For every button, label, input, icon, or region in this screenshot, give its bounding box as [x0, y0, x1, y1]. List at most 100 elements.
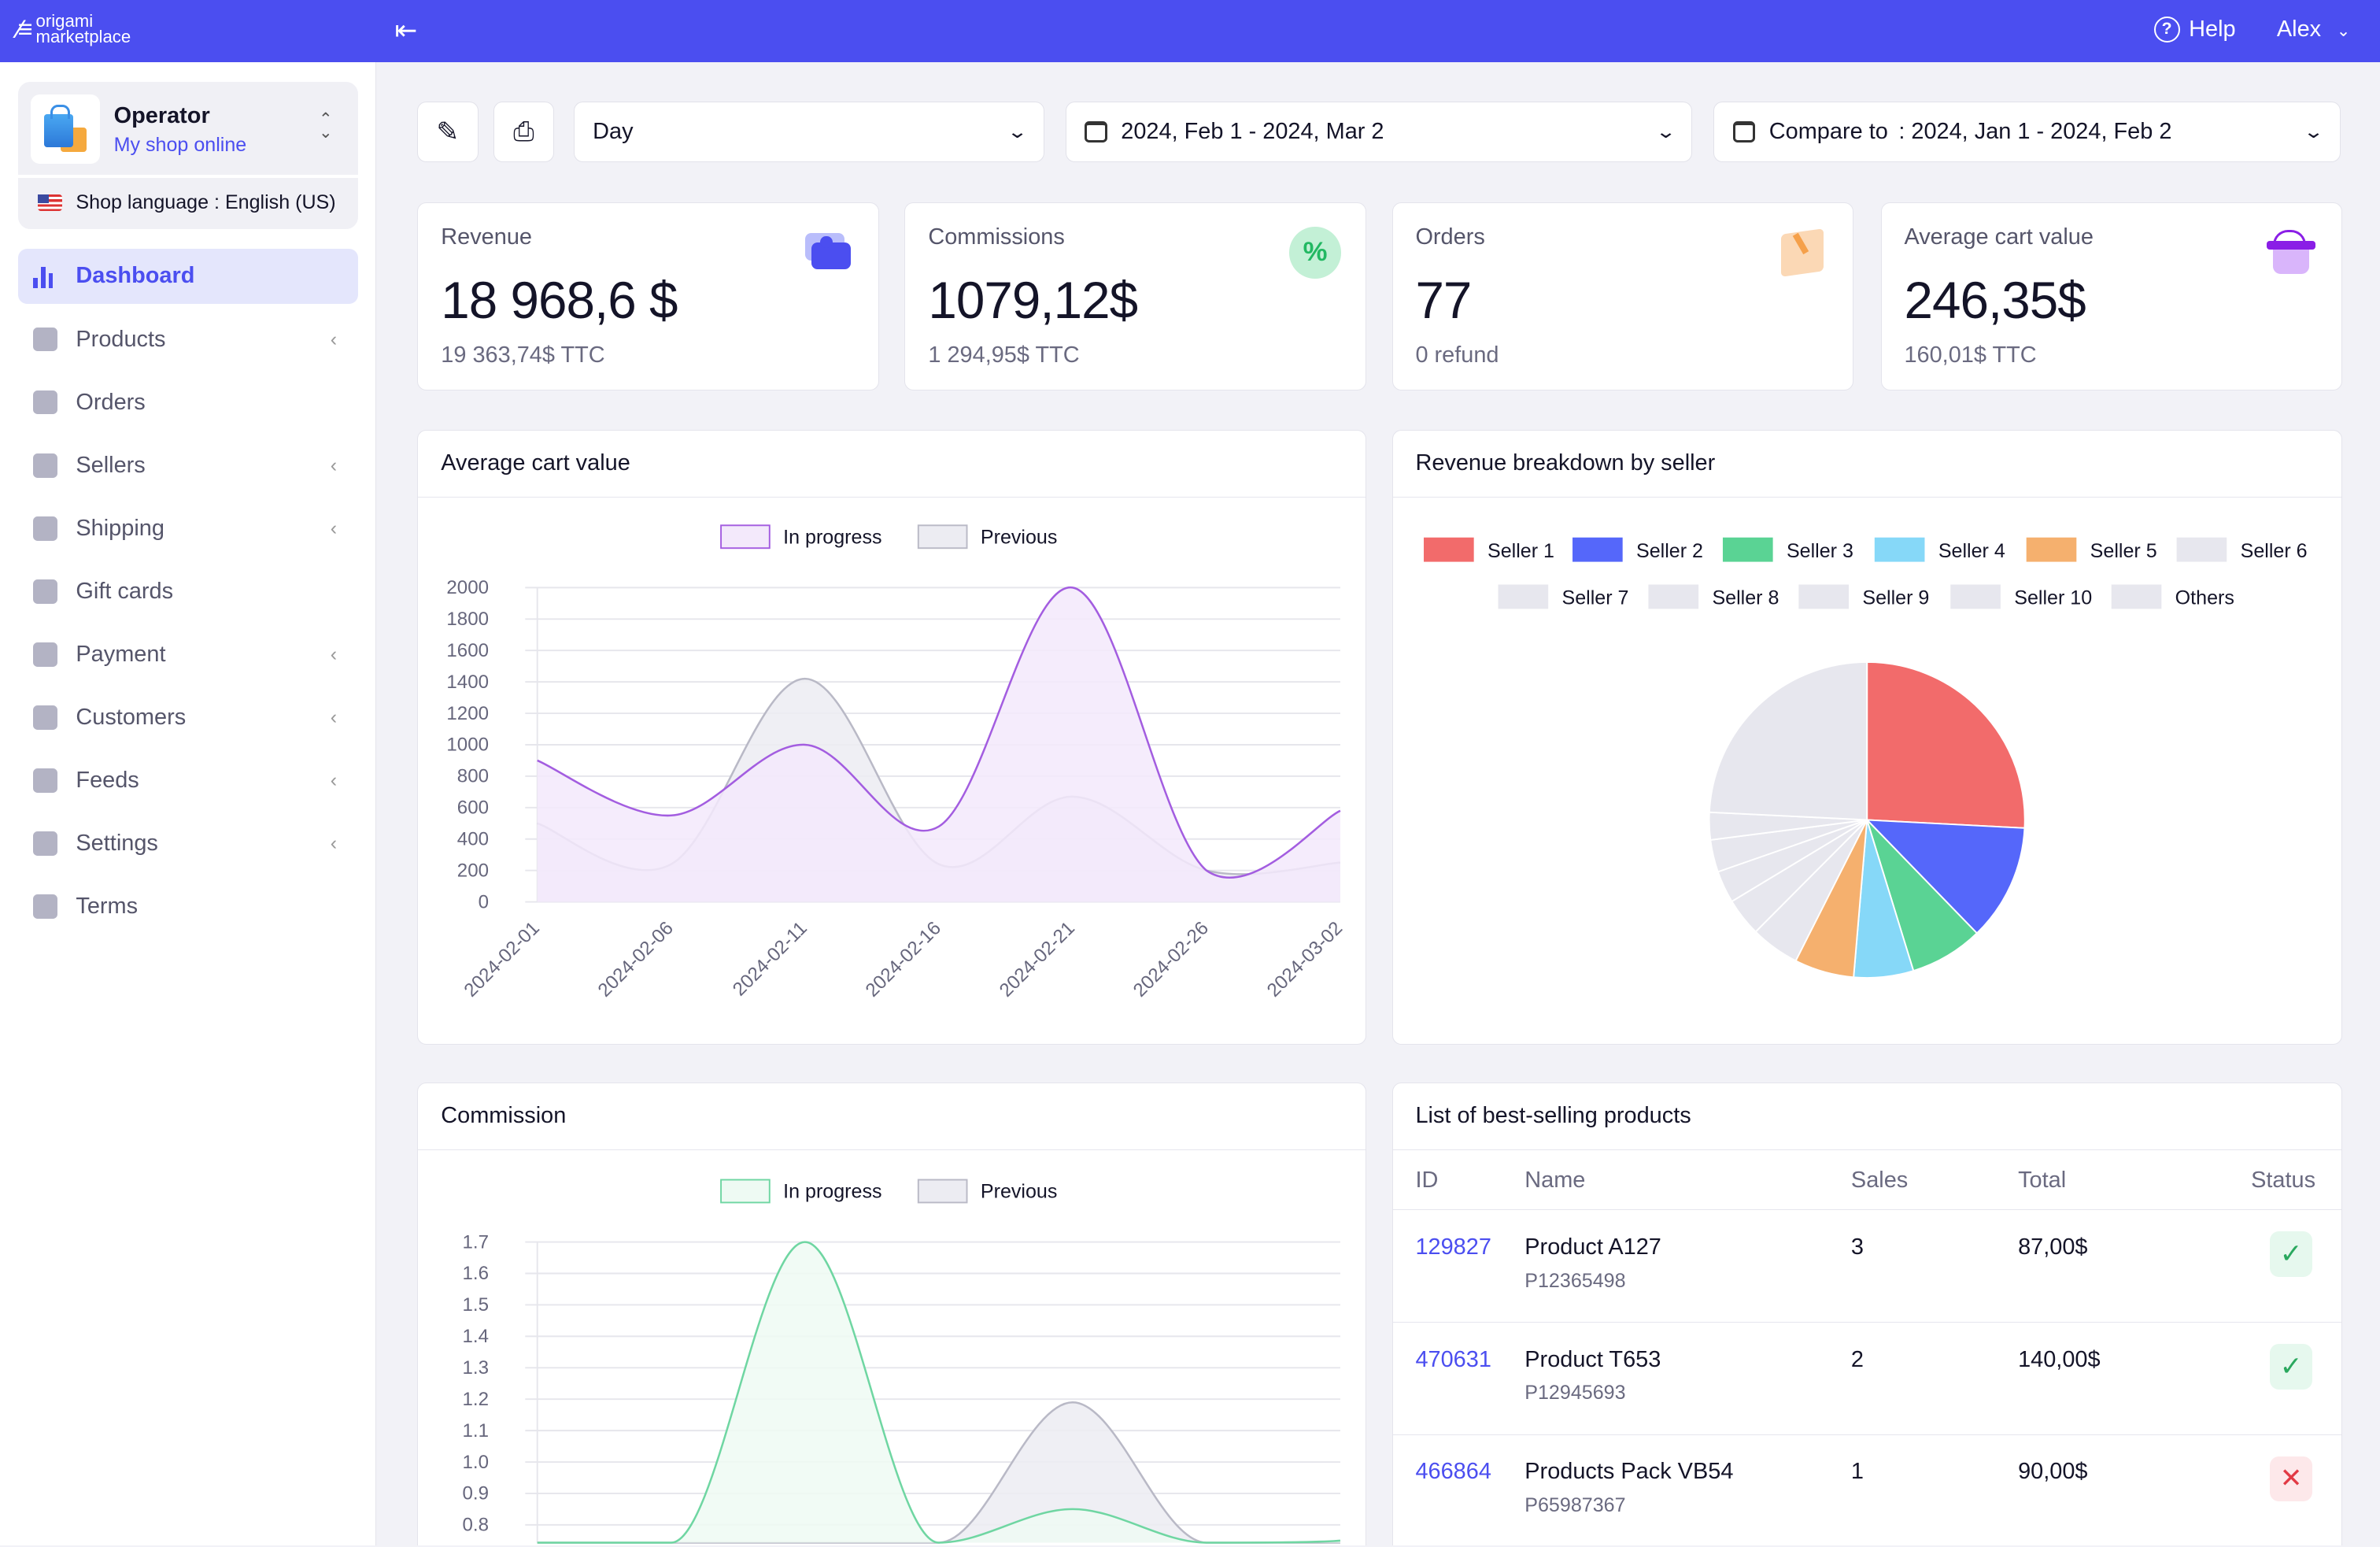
pie-slice-seller-3: [1866, 819, 1979, 972]
customers-icon: [33, 705, 58, 730]
y-tick-label: 1.1: [463, 1420, 490, 1442]
print-button[interactable]: ⎙: [493, 102, 554, 163]
divider: [18, 174, 359, 178]
sidebar-item-payment[interactable]: Payment ‹: [18, 627, 358, 682]
feeds-icon: [33, 768, 58, 793]
product-total: 90,00$: [2018, 1459, 2088, 1485]
help-button[interactable]: ? Help: [2153, 17, 2236, 43]
compare-range-value: : 2024, Jan 1 - 2024, Feb 2: [1898, 119, 2172, 145]
kpi-subvalue: 160,01$ TTC: [1904, 342, 2037, 368]
sidebar-item-label: Settings: [76, 830, 158, 856]
chart-0: 0 200 400 600 800 1000 1200 1400 1600 1800 2000 In …: [446, 524, 1347, 1001]
help-icon: ?: [2153, 17, 2180, 43]
legend-label: In progress: [783, 526, 881, 548]
table-row[interactable]: 466864 Products Pack VB54 P65987367 1 90,…: [1393, 1434, 2341, 1547]
logo[interactable]: ⁄⁄≡ origami marketplace: [18, 13, 131, 46]
sidebar-item-sellers[interactable]: Sellers ‹: [18, 438, 358, 492]
legend-swatch: [1722, 537, 1773, 562]
shop-switcher[interactable]: Operator My shop online ⌃ ⌄ Shop language…: [18, 82, 359, 230]
column-header-name[interactable]: Name: [1524, 1151, 1851, 1211]
table-row[interactable]: 129827 Product A127 P12365498 3 87,00$ ✓: [1392, 1209, 2341, 1323]
shipping-icon: [33, 516, 58, 541]
calendar-icon: [1732, 121, 1756, 143]
user-menu[interactable]: Alex ⌄: [2277, 17, 2351, 43]
column-header-status[interactable]: Status: [2171, 1151, 2341, 1211]
panel-title: Revenue breakdown by seller: [1392, 431, 2341, 498]
legend-label: Seller 8: [1712, 587, 1779, 609]
chevron-left-icon[interactable]: ‹: [330, 642, 338, 665]
sidebar-item-label: Orders: [76, 389, 146, 415]
granularity-select[interactable]: Day ⌄: [574, 102, 1044, 163]
y-tick-label: 1.2: [463, 1389, 490, 1410]
sidebar-item-terms[interactable]: Terms: [18, 879, 358, 934]
legend-swatch: [1798, 584, 1850, 609]
y-tick-label: 1.5: [463, 1294, 490, 1316]
sidebar-item-products[interactable]: Products ‹: [18, 312, 358, 366]
shop-name[interactable]: My shop online: [113, 133, 247, 156]
legend-swatch: [1950, 584, 2001, 609]
legend-label: Seller 2: [1636, 540, 1703, 562]
sidebar-item-dashboard[interactable]: Dashboard: [18, 249, 359, 304]
product-name: Products Pack VB54: [1524, 1459, 1734, 1485]
chevron-left-icon[interactable]: ‹: [330, 453, 338, 476]
terms-icon: [33, 894, 58, 919]
sidebar-item-label: Products: [76, 326, 166, 352]
sidebar-item-settings[interactable]: Settings ‹: [18, 816, 358, 871]
y-tick-label: 2000: [446, 577, 489, 598]
chevron-down-icon: ⌄: [1007, 121, 1029, 142]
chevron-left-icon[interactable]: ‹: [330, 516, 338, 539]
kpi-subvalue: 19 363,74$ TTC: [441, 342, 605, 368]
best-selling-panel: List of best-selling products ID Name Sale…: [1391, 1083, 2342, 1547]
column-header-total[interactable]: Total: [2018, 1151, 2172, 1211]
edit-button[interactable]: ✎: [417, 102, 479, 163]
compare-range-picker[interactable]: Compare to: 2024, Jan 1 - 2024, Feb 2 ⌄: [1713, 102, 2341, 163]
column-header-id[interactable]: ID: [1392, 1151, 1525, 1211]
series-area-previous: [537, 1402, 1340, 1543]
logo-text: marketplace: [35, 26, 131, 46]
product-sku: P65987367: [1524, 1493, 1626, 1516]
table-row[interactable]: 470631 Product T653 P12945693 2 140,00$ ✓: [1392, 1322, 2341, 1435]
granularity-value: Day: [593, 119, 634, 145]
date-range-value: 2024, Feb 1 - 2024, Mar 2: [1121, 119, 1384, 145]
kpi-label: Average cart value: [1904, 224, 2094, 250]
legend-swatch: [2111, 584, 2162, 609]
collapse-sidebar-icon[interactable]: ⇤: [394, 16, 418, 46]
chevron-left-icon[interactable]: ‹: [330, 705, 338, 728]
check-icon: ✓: [2270, 1343, 2313, 1390]
us-flag-icon: [38, 194, 63, 212]
sidebar-item-customers[interactable]: Customers ‹: [18, 690, 358, 745]
product-total: 87,00$: [2018, 1209, 2172, 1323]
date-range-picker[interactable]: 2024, Feb 1 - 2024, Mar 2 ⌄: [1065, 102, 1693, 163]
product-id-link[interactable]: 129827: [1415, 1234, 1491, 1260]
kpi-card-average-cart-value: Average cart value 246,35$ 160,01$ TTC: [1880, 202, 2342, 390]
chevron-left-icon[interactable]: ‹: [330, 831, 338, 854]
chevron-left-icon[interactable]: ‹: [330, 328, 338, 350]
sidebar-item-label: Customers: [76, 704, 187, 730]
shop-language[interactable]: Shop language : English (US): [76, 191, 336, 213]
shop-role: Operator: [113, 103, 210, 129]
y-tick-label: 0.9: [463, 1483, 490, 1504]
product-id-link[interactable]: 470631: [1415, 1346, 1491, 1372]
panel-title: Commission: [418, 1083, 1366, 1150]
sidebar-item-feeds[interactable]: Feeds ‹: [18, 753, 358, 808]
legend-label: Seller 6: [2241, 540, 2308, 562]
sidebar-item-orders[interactable]: Orders: [18, 375, 358, 429]
x-tick-label: 2024-03-02: [1263, 917, 1347, 1001]
payment-icon: [33, 642, 58, 667]
help-label: Help: [2189, 17, 2236, 43]
best-selling-table: ID Name Sales Total Status 129827 Product A1…: [1392, 1151, 2341, 1547]
sidebar-item-gift-cards[interactable]: Gift cards: [18, 564, 358, 618]
pie-slice-others: [1708, 661, 1868, 821]
sidebar-item-label: Payment: [76, 641, 166, 667]
kpi-label: Commissions: [928, 224, 1065, 250]
sidebar-item-shipping[interactable]: Shipping ‹: [18, 501, 358, 555]
column-header-sales[interactable]: Sales: [1850, 1151, 2019, 1211]
y-tick-label: 1.4: [463, 1326, 490, 1347]
y-tick-label: 0: [479, 891, 489, 912]
panel-title: List of best-selling products: [1392, 1083, 2341, 1150]
product-id-link[interactable]: 466864: [1415, 1459, 1491, 1485]
chevron-left-icon[interactable]: ‹: [330, 768, 338, 791]
chevron-up-down-icon[interactable]: ⌃ ⌄: [319, 109, 333, 142]
